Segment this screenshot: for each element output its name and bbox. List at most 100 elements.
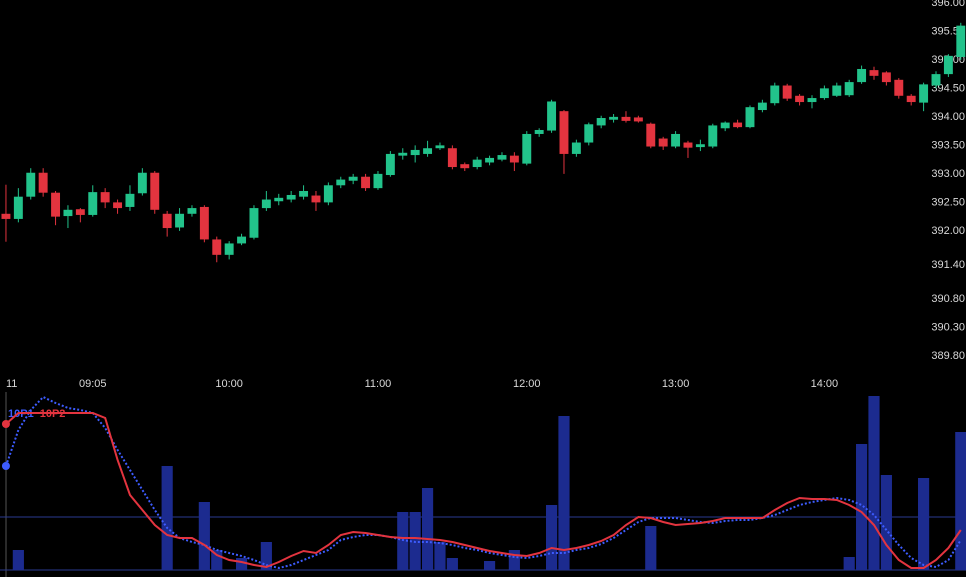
candle-body — [410, 149, 420, 156]
candle-body — [522, 133, 532, 164]
bar — [645, 526, 657, 570]
candle-body — [199, 206, 209, 240]
x-tick-label: 11:00 — [365, 378, 392, 390]
candle-body — [795, 95, 805, 103]
candle-body — [745, 107, 755, 128]
candle-body — [299, 190, 309, 197]
bar — [508, 550, 520, 570]
x-tick-label: 09:05 — [79, 378, 107, 390]
candle-body — [497, 155, 507, 160]
candle-body — [869, 70, 879, 76]
candle-body — [931, 74, 941, 86]
bar — [483, 561, 496, 570]
candle-body — [286, 194, 296, 200]
bar — [260, 542, 272, 570]
candle-body — [757, 102, 767, 111]
candle-body — [733, 122, 743, 128]
candle-body — [633, 117, 643, 122]
bar — [545, 505, 558, 570]
candle-body — [596, 118, 606, 126]
candle-body — [423, 148, 433, 154]
candle-body — [435, 145, 445, 149]
candle-body — [547, 101, 557, 131]
candle-body — [212, 239, 222, 255]
candle-body — [348, 176, 358, 181]
bar — [434, 542, 446, 570]
candle-body — [336, 179, 346, 186]
candle-body — [150, 172, 160, 210]
candle-body — [559, 111, 569, 154]
candle-body — [906, 95, 916, 103]
candle-body — [26, 172, 36, 197]
y-tick-label: 392.00 — [931, 225, 965, 237]
candle-body — [38, 172, 48, 193]
x-tick-label: 11 — [6, 378, 17, 390]
candle-body — [621, 116, 631, 121]
candle-body — [807, 98, 817, 103]
bar — [446, 558, 458, 570]
candle-body — [770, 85, 780, 104]
candle-body — [13, 196, 23, 219]
candle-body — [323, 185, 333, 203]
candle-body — [943, 55, 953, 75]
y-tick-label: 391.40 — [931, 259, 965, 271]
candle-body — [311, 195, 321, 203]
candle-body — [137, 172, 147, 194]
candle-body — [708, 125, 718, 147]
candle-body — [125, 193, 135, 207]
x-tick-label: 12:00 — [513, 378, 541, 390]
x-tick-label: 13:00 — [662, 378, 690, 390]
y-tick-label: 394.00 — [931, 111, 965, 123]
candle-body — [720, 122, 730, 129]
candle-body — [919, 84, 929, 103]
indicator-line — [5, 412, 962, 569]
candle-body — [75, 209, 85, 215]
candle-body — [881, 72, 891, 83]
candle-body — [237, 236, 247, 244]
bar — [198, 502, 210, 570]
candle-body — [1, 213, 11, 219]
y-tick-label: 392.50 — [931, 196, 965, 208]
bar — [421, 488, 434, 570]
candle-body — [695, 144, 705, 148]
candle-body — [584, 124, 594, 143]
candle-body — [175, 213, 185, 228]
candle-body — [894, 79, 904, 96]
candle-body — [361, 176, 371, 189]
candle-body — [683, 142, 693, 148]
y-tick-label: 393.00 — [931, 168, 965, 180]
candle-body — [658, 138, 668, 147]
candle-body — [162, 213, 172, 229]
x-tick-label: 14:00 — [811, 378, 839, 390]
candle-body — [447, 148, 457, 168]
candle-body — [671, 133, 681, 147]
candle-body — [472, 159, 482, 168]
candle-body — [509, 155, 519, 163]
bar — [235, 558, 248, 570]
candle-body — [609, 116, 619, 120]
candle-body — [782, 85, 792, 99]
bar — [880, 475, 892, 570]
candle-body — [249, 208, 259, 238]
bar — [918, 478, 930, 570]
bar — [161, 466, 173, 570]
y-tick-label: 390.30 — [931, 322, 965, 334]
bar — [856, 444, 868, 570]
bar — [868, 396, 880, 570]
candle-body — [88, 192, 98, 215]
candle-body — [534, 129, 544, 134]
legend-label: 10P2 — [40, 408, 66, 420]
candle-body — [398, 152, 408, 156]
x-tick-label: 10:00 — [215, 378, 243, 390]
candle-body — [261, 199, 271, 209]
candle-body — [857, 68, 867, 83]
y-tick-label: 393.50 — [931, 139, 965, 151]
candle-body — [224, 243, 234, 255]
candle-body — [956, 25, 966, 58]
indicator-line — [5, 395, 962, 570]
candle-body — [187, 208, 197, 214]
candle-body — [571, 142, 581, 154]
line-marker — [1, 462, 10, 470]
y-tick-label: 389.80 — [931, 350, 965, 362]
line-marker — [1, 420, 10, 428]
